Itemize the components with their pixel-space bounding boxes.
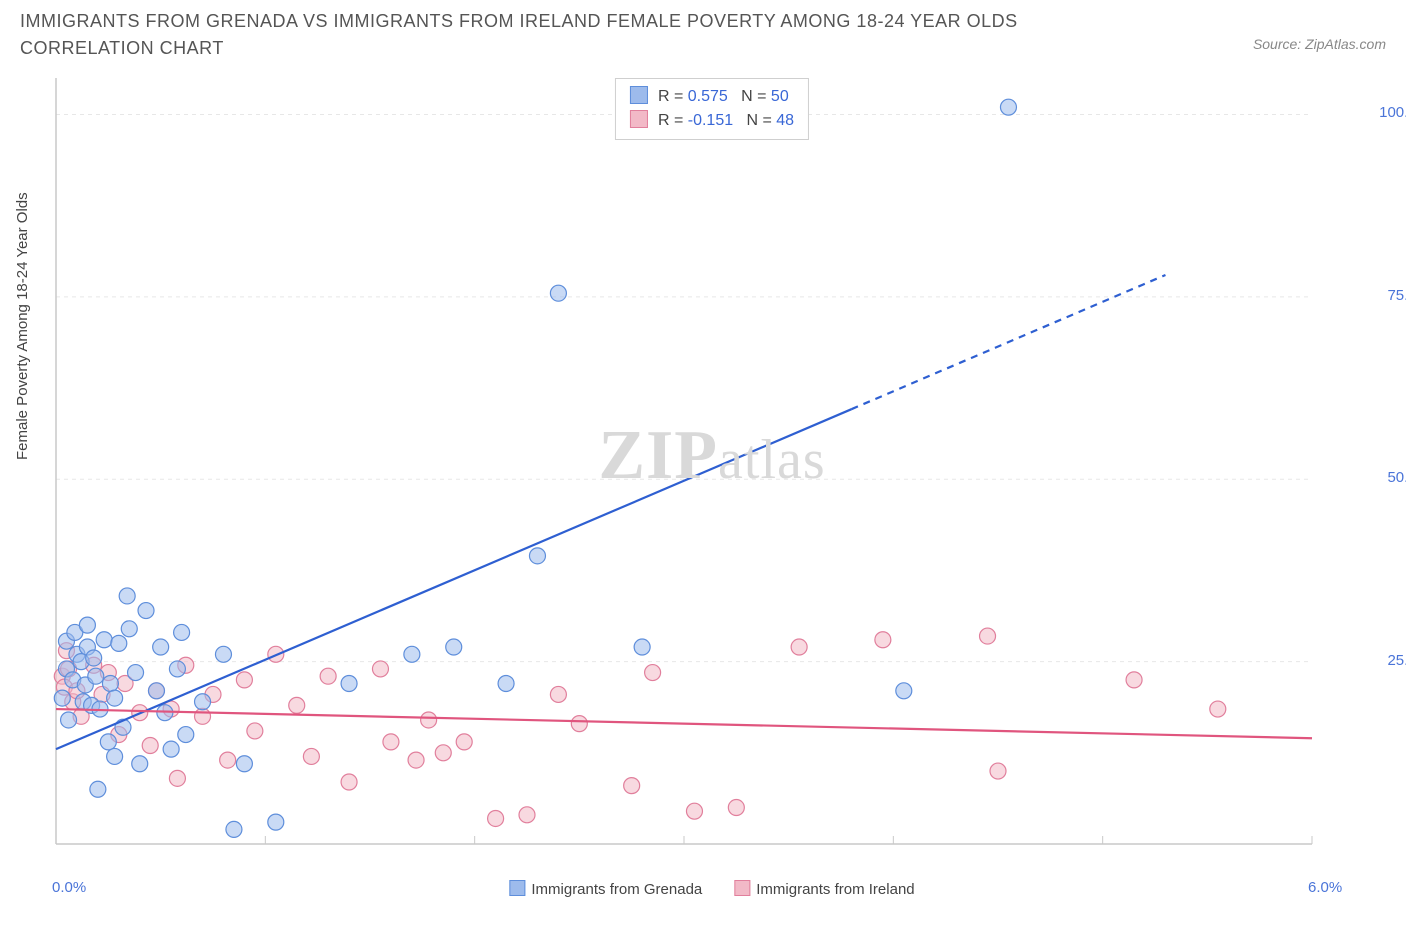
stats-row: R = 0.575 N = 50 bbox=[630, 85, 794, 109]
x-tick-label: 0.0% bbox=[52, 879, 86, 896]
y-tick-label: 25.0% bbox=[1387, 652, 1406, 669]
y-tick-label: 50.0% bbox=[1387, 469, 1406, 486]
y-tick-label: 100.0% bbox=[1379, 104, 1406, 121]
x-tick-label: 6.0% bbox=[1308, 879, 1342, 896]
y-tick-label: 75.0% bbox=[1387, 287, 1406, 304]
scatter-plot bbox=[52, 72, 1372, 872]
legend-item: Immigrants from Ireland bbox=[734, 880, 914, 898]
chart-title: IMMIGRANTS FROM GRENADA VS IMMIGRANTS FR… bbox=[20, 8, 1120, 62]
legend-item: Immigrants from Grenada bbox=[509, 880, 702, 898]
y-axis-label: Female Poverty Among 18-24 Year Olds bbox=[14, 192, 31, 460]
series-legend: Immigrants from Grenada Immigrants from I… bbox=[509, 880, 914, 898]
chart-area: ZIPatlas R = 0.575 N = 50R = -0.151 N = … bbox=[52, 72, 1372, 872]
source-credit: Source: ZipAtlas.com bbox=[1253, 36, 1386, 52]
stats-row: R = -0.151 N = 48 bbox=[630, 109, 794, 133]
stats-box: R = 0.575 N = 50R = -0.151 N = 48 bbox=[615, 78, 809, 140]
